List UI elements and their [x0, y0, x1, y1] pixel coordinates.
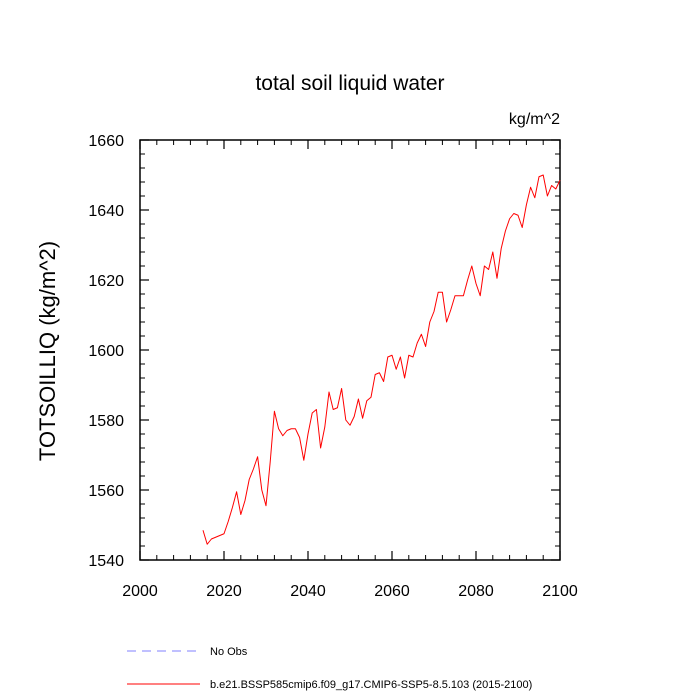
series-line: [202, 174, 561, 545]
y-tick-label: 1600: [88, 343, 124, 360]
y-tick-labels: 1540 1560 1580 1600 1620 1640 1660: [88, 133, 124, 570]
y-tick-label: 1580: [88, 413, 124, 430]
units-label: kg/m^2: [509, 111, 560, 128]
legend-label-simulation: b.e21.BSSP585cmip6.f09_g17.CMIP6-SSP5-8.…: [210, 679, 532, 691]
legend-label-no-obs: No Obs: [210, 646, 248, 658]
x-tick-label: 2100: [542, 583, 578, 600]
plot-frame: [139, 139, 561, 561]
x-tick-label: 2000: [122, 583, 158, 600]
x-tick-labels: 2000 2020 2040 2060 2080 2100: [122, 583, 578, 600]
y-axis-label: TOTSOILLIQ (kg/m^2): [35, 241, 60, 461]
x-tick-label: 2060: [374, 583, 410, 600]
y-tick-label: 1620: [88, 273, 124, 290]
axis-ticks: [139, 139, 561, 561]
x-tick-label: 2040: [290, 583, 326, 600]
series-group: [202, 174, 561, 545]
x-tick-label: 2020: [206, 583, 242, 600]
chart-title: total soil liquid water: [255, 72, 444, 95]
y-tick-label: 1660: [88, 133, 124, 150]
x-tick-label: 2080: [458, 583, 494, 600]
y-tick-label: 1540: [88, 553, 124, 570]
y-tick-label: 1560: [88, 483, 124, 500]
y-tick-label: 1640: [88, 203, 124, 220]
legend: No Obs b.e21.BSSP585cmip6.f09_g17.CMIP6-…: [127, 646, 532, 691]
